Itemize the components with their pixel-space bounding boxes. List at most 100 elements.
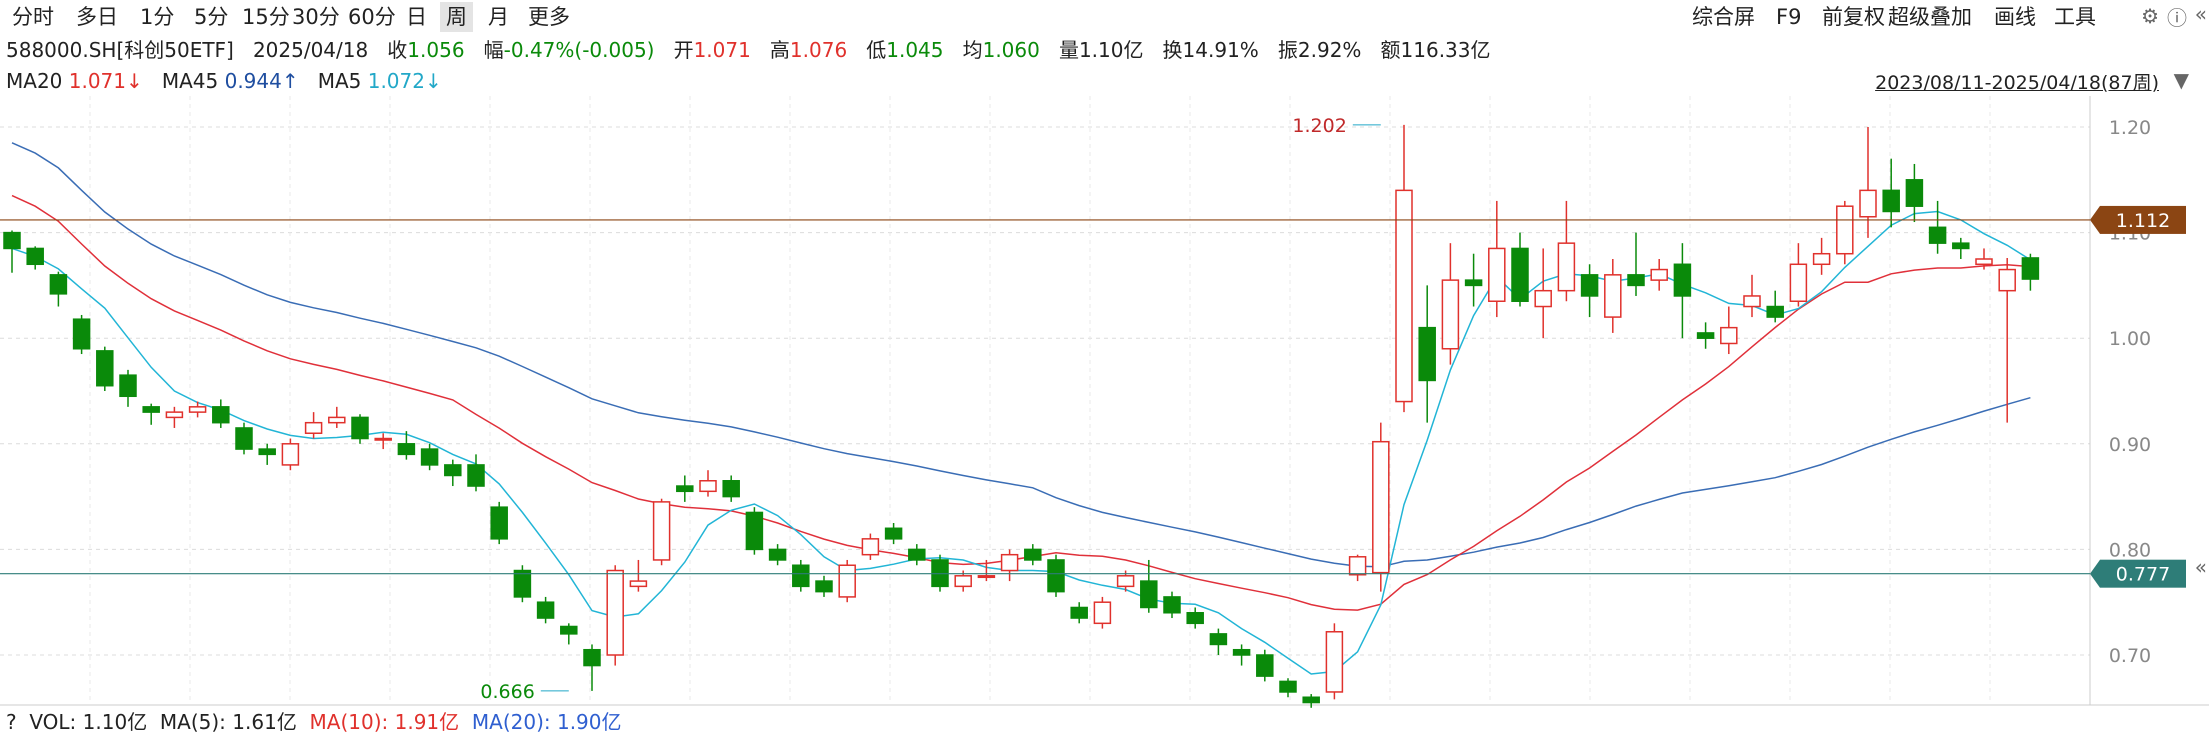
settings-icon[interactable]: ⚙ bbox=[2141, 4, 2159, 28]
low-value: 1.045 bbox=[886, 38, 944, 62]
date-range[interactable]: 2023/08/11-2025/04/18(87周) bbox=[1875, 72, 2159, 94]
hline-label-1: 0.777 bbox=[2116, 564, 2170, 586]
amplitude-value: 2.92% bbox=[1297, 38, 1362, 62]
candle-body-64 bbox=[1488, 247, 1506, 302]
candle-body-33 bbox=[768, 548, 787, 561]
candle-body-85 bbox=[1975, 258, 1993, 266]
toolbar-right-4[interactable]: 画线 bbox=[1994, 5, 2036, 29]
toolbar: 分时 多日 1分 5分 15分 30分 60分日周月更多 综合屏 F9 前复权 超级叠加 画线 工具 bbox=[0, 0, 2209, 34]
ytick-4: 0.80 bbox=[2109, 539, 2151, 561]
candle-body-22 bbox=[513, 569, 532, 598]
candle-body-27 bbox=[629, 580, 648, 588]
candle-body-8 bbox=[188, 406, 207, 413]
vol-ma20-value: 1.90亿 bbox=[556, 710, 622, 734]
candle-body-70 bbox=[1627, 274, 1645, 287]
candle-body-51 bbox=[1186, 612, 1204, 625]
toolbar-tab-4[interactable]: 15分 bbox=[242, 5, 290, 29]
candle-body-56 bbox=[1302, 696, 1320, 704]
hline-tag-arrow-0 bbox=[2090, 205, 2100, 234]
candle-body-48 bbox=[1116, 575, 1135, 588]
turnover-value: 14.91% bbox=[1182, 38, 1259, 62]
hline-tag-1 bbox=[2100, 559, 2186, 588]
candle-body-72 bbox=[1673, 263, 1692, 297]
candle-body-73 bbox=[1696, 332, 1715, 339]
candle-body-6 bbox=[142, 406, 160, 413]
candle-body-46 bbox=[1070, 606, 1088, 619]
candle-body-1 bbox=[26, 247, 44, 266]
ma45-line bbox=[11, 142, 2031, 568]
candle-body-2 bbox=[49, 274, 68, 295]
toolbar-tab-7[interactable]: 日 bbox=[406, 5, 427, 29]
toolbar-tab-1[interactable]: 多日 bbox=[76, 5, 118, 29]
candle-body-47 bbox=[1093, 601, 1112, 625]
candle-body-61 bbox=[1418, 326, 1436, 382]
candle-body-54 bbox=[1256, 654, 1274, 677]
help-icon[interactable]: ? bbox=[6, 710, 17, 734]
candle-body-79 bbox=[1836, 205, 1854, 255]
candle-body-18 bbox=[420, 448, 439, 466]
candle-body-32 bbox=[745, 511, 764, 551]
vol-value: 1.10亿 bbox=[82, 710, 148, 734]
candle-body-75 bbox=[1743, 295, 1761, 308]
toolbar-right-0[interactable]: 综合屏 bbox=[1692, 5, 1755, 29]
toolbar-tab-10[interactable]: 更多 bbox=[528, 5, 570, 29]
toolbar-tab-8[interactable]: 周 bbox=[440, 2, 473, 32]
candle-body-10 bbox=[235, 427, 253, 450]
candle-body-68 bbox=[1580, 274, 1599, 297]
volume-value: 1.10亿 bbox=[1078, 38, 1144, 62]
candle-body-25 bbox=[583, 648, 601, 667]
toolbar-tab-3[interactable]: 5分 bbox=[194, 5, 229, 29]
candle-body-66 bbox=[1534, 289, 1552, 308]
ma20-line bbox=[11, 194, 2031, 611]
dropdown-triangle-icon[interactable]: ▼ bbox=[2173, 68, 2189, 92]
candle-body-80 bbox=[1859, 189, 1877, 218]
quote-date: 2025/04/18 bbox=[252, 38, 369, 62]
volume-legend: ? VOL: 1.10亿 MA(5): 1.61亿 MA(10): 1.91亿 … bbox=[6, 710, 622, 734]
toolbar-tab-0[interactable]: 分时 bbox=[12, 5, 54, 29]
toolbar-right-5[interactable]: 工具 bbox=[2054, 5, 2096, 29]
toolbar-tab-2[interactable]: 1分 bbox=[140, 5, 175, 29]
info-icon[interactable]: ⓘ bbox=[2167, 6, 2187, 30]
candle-body-50 bbox=[1163, 596, 1181, 614]
candle-body-28 bbox=[652, 501, 671, 561]
candle-body-42 bbox=[977, 575, 996, 579]
candle-body-4 bbox=[96, 350, 114, 387]
candle-body-67 bbox=[1557, 242, 1576, 292]
candle-body-23 bbox=[536, 601, 555, 619]
collapse-icon[interactable]: « bbox=[2194, 2, 2207, 26]
candle-body-19 bbox=[444, 464, 462, 477]
high-value: 1.076 bbox=[789, 38, 848, 62]
candle-body-16 bbox=[374, 437, 392, 441]
toolbar-right-1[interactable]: F9 bbox=[1776, 5, 1802, 29]
candle-body-38 bbox=[884, 527, 903, 540]
toolbar-right-2[interactable]: 前复权 bbox=[1822, 5, 1885, 29]
candle-body-29 bbox=[676, 485, 694, 493]
candle-body-43 bbox=[1000, 553, 1019, 572]
avg-value: 1.060 bbox=[982, 38, 1040, 62]
candle-body-0 bbox=[3, 231, 21, 250]
candle-body-82 bbox=[1905, 179, 1924, 207]
candle-body-74 bbox=[1720, 326, 1738, 345]
candle-body-78 bbox=[1812, 252, 1831, 266]
ytick-3: 0.90 bbox=[2109, 434, 2151, 456]
change-value: -0.47%(-0.005) bbox=[503, 38, 655, 62]
expand-panel-icon[interactable]: « bbox=[2194, 555, 2207, 579]
ytick-2: 1.00 bbox=[2109, 328, 2151, 350]
toolbar-right-3[interactable]: 超级叠加 bbox=[1888, 5, 1972, 29]
toolbar-tab-9[interactable]: 月 bbox=[488, 5, 509, 29]
candle-body-53 bbox=[1232, 648, 1251, 656]
toolbar-tab-6[interactable]: 60分 bbox=[348, 5, 396, 29]
candle-body-44 bbox=[1024, 548, 1042, 561]
toolbar-tab-5[interactable]: 30分 bbox=[292, 5, 340, 29]
security-code: 588000.SH[科创50ETF] bbox=[6, 38, 234, 62]
candle-body-84 bbox=[1952, 242, 1970, 250]
vol-ma5-value: 1.61亿 bbox=[232, 710, 297, 734]
candle-body-77 bbox=[1789, 263, 1808, 302]
annot-low-label: 0.666 bbox=[480, 681, 534, 703]
candle-body-65 bbox=[1511, 247, 1529, 302]
candle-body-81 bbox=[1882, 189, 1900, 213]
candle-body-7 bbox=[165, 411, 184, 419]
candle-body-57 bbox=[1325, 631, 1344, 693]
ma20-value: 1.071↓ bbox=[68, 69, 143, 93]
candle-body-3 bbox=[72, 318, 91, 350]
